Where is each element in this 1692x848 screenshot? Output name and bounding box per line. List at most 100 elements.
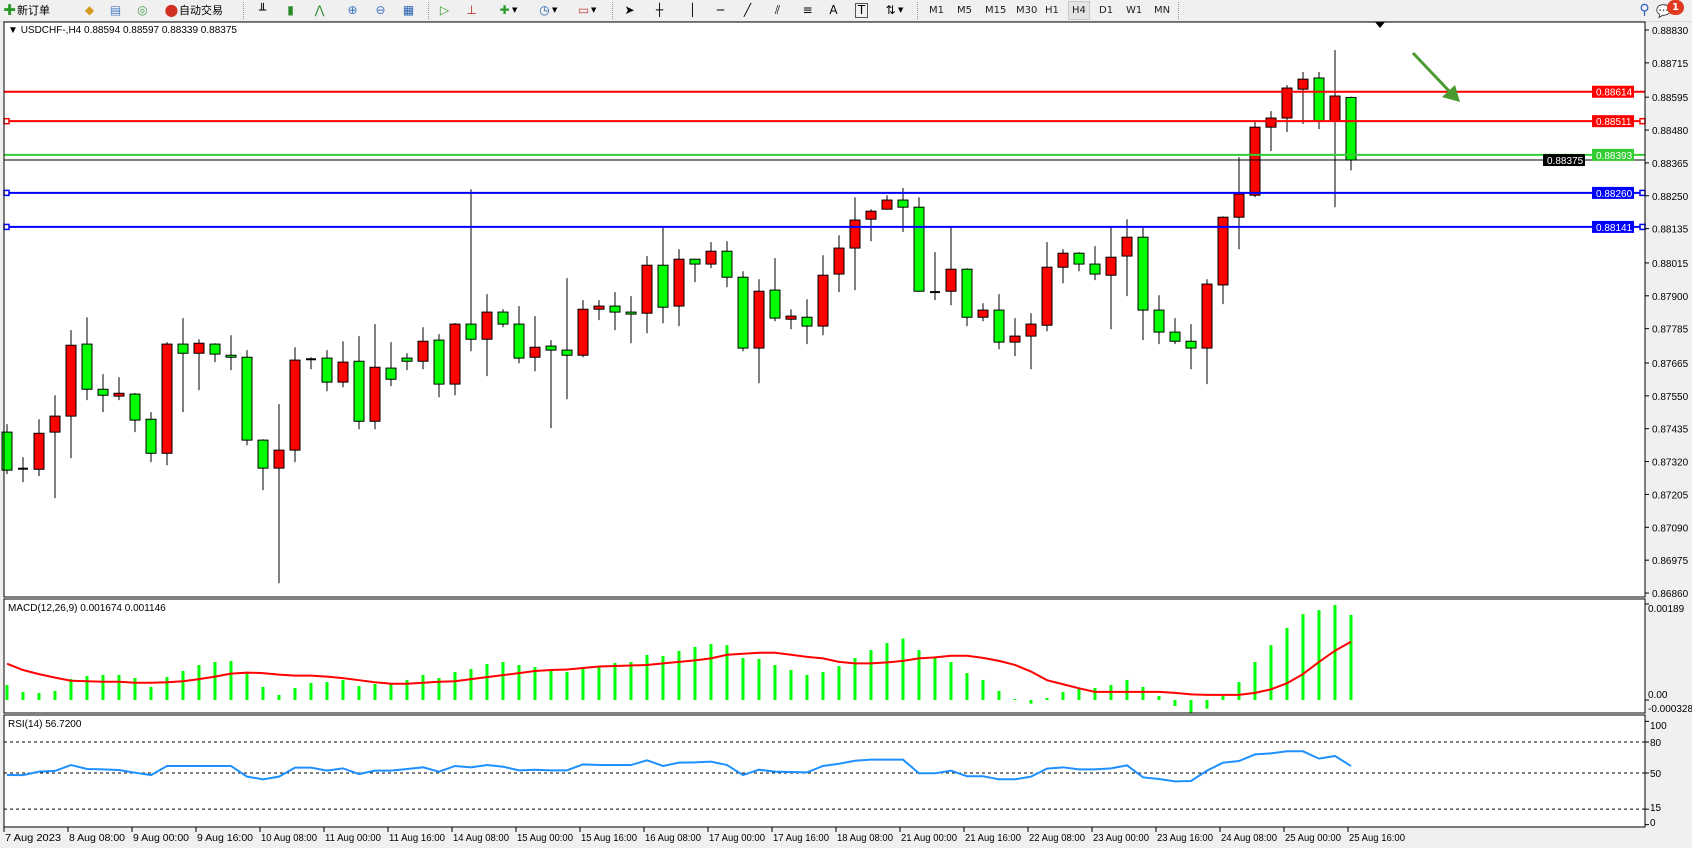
bar-chart-button[interactable]: ╨ — [255, 2, 270, 19]
time-tick-label: 21 Aug 16:00 — [965, 833, 1021, 844]
chart-shift-marker-icon[interactable] — [1375, 22, 1385, 28]
price-tick-label: 0.87665 — [1652, 359, 1689, 370]
templates-button[interactable]: ▭ ▼ — [576, 2, 597, 19]
cursor-button[interactable]: ➤ — [622, 2, 637, 19]
timeframe-d1[interactable]: D1 — [1099, 5, 1114, 16]
macd-histogram-bar — [389, 682, 393, 700]
line-chart-button[interactable]: ⋀ — [312, 2, 327, 19]
vertical-line-button[interactable]: │ — [685, 2, 700, 19]
terminal-button[interactable]: ▤ — [108, 2, 123, 19]
candle — [913, 197, 925, 292]
candle — [961, 268, 973, 327]
tile-windows-button[interactable]: ▦ — [401, 2, 416, 19]
line-handle[interactable] — [3, 189, 10, 197]
candle — [705, 242, 717, 269]
terminal-icon: ▤ — [109, 3, 122, 17]
periods-button[interactable]: ◷ ▼ — [537, 2, 557, 19]
macd-tick-label: 0.00 — [1648, 690, 1668, 701]
candle — [33, 419, 45, 477]
candle — [513, 306, 525, 364]
zoom-out-button[interactable]: ⊖ — [373, 2, 388, 19]
macd-histogram-bar — [85, 676, 89, 700]
candle-body — [289, 359, 301, 451]
candle — [1089, 246, 1101, 281]
timeframe-m1[interactable]: M1 — [929, 5, 944, 16]
fibonacci-button[interactable]: ≡ — [800, 2, 815, 19]
macd-histogram-bar — [293, 688, 297, 700]
macd-histogram-bar — [1189, 700, 1193, 713]
macd-histogram-bar — [453, 672, 457, 700]
candle-body — [1313, 77, 1325, 122]
trendline-button[interactable]: ╱ — [740, 2, 755, 19]
candle — [449, 322, 461, 396]
search-button[interactable]: ⚲ — [1637, 2, 1652, 19]
signals-button[interactable]: ◎ — [135, 2, 150, 19]
time-tick-label: 17 Aug 00:00 — [709, 833, 765, 844]
horizontal-line-price-label: 0.88511 — [1596, 117, 1632, 128]
line-handle[interactable] — [1639, 189, 1646, 197]
macd-histogram-bar — [117, 675, 121, 700]
macd-histogram-bar — [309, 682, 313, 700]
toolbar-separator — [428, 2, 430, 19]
candle — [833, 235, 845, 293]
arrow-annotation[interactable] — [1411, 51, 1460, 102]
horizontal-line-button[interactable]: ─ — [713, 2, 728, 19]
timeframe-m5[interactable]: M5 — [957, 5, 972, 16]
horizontal-line-price-label: 0.88393 — [1596, 151, 1633, 162]
candle-body — [337, 361, 349, 383]
macd-histogram-bar — [1125, 679, 1129, 700]
horizontal-line-price-label: 0.88614 — [1596, 88, 1633, 99]
candle-body — [1265, 117, 1277, 128]
trendline-icon: ╱ — [743, 3, 752, 17]
candlestick-button[interactable]: ▮ — [283, 2, 298, 19]
new-order-button[interactable]: ✚ 新订单 — [2, 2, 50, 19]
text-label-button[interactable]: T — [855, 2, 868, 19]
price-tick-label: 0.87090 — [1652, 523, 1689, 534]
history-button[interactable]: ◆ — [82, 2, 97, 19]
line-handle[interactable] — [1639, 223, 1646, 231]
equidistant-channel-button[interactable]: ⫽ — [770, 2, 785, 19]
timeframe-m30[interactable]: M30 — [1016, 5, 1038, 16]
text-button[interactable]: A — [826, 2, 841, 19]
candle — [737, 271, 749, 352]
candle-body — [129, 393, 141, 421]
timeframe-h4[interactable]: H4 — [1068, 1, 1090, 20]
candle — [769, 258, 781, 322]
timeframe-mn[interactable]: MN — [1154, 5, 1171, 16]
macd-histogram-bar — [693, 647, 697, 700]
macd-histogram-bar — [133, 678, 137, 700]
arrows-button[interactable]: ⇅ ▼ — [883, 2, 903, 19]
candle — [1201, 279, 1213, 385]
line-handle[interactable] — [3, 117, 10, 125]
crosshair-button[interactable]: ┼ — [652, 2, 667, 19]
macd-histogram-bar — [357, 685, 361, 700]
toolbar-separator — [1178, 2, 1180, 19]
candle-body — [1073, 252, 1085, 265]
timeframe-m15[interactable]: M15 — [985, 5, 1007, 16]
timeframe-h1[interactable]: H1 — [1045, 5, 1059, 16]
chart-shift-button[interactable]: ⊥ — [464, 2, 479, 19]
horizontal-line[interactable] — [3, 189, 1646, 197]
line-handle[interactable] — [1639, 117, 1646, 125]
zoom-in-button[interactable]: ⊕ — [345, 2, 360, 19]
candle-body — [689, 258, 701, 265]
candle-body — [1169, 331, 1181, 342]
candle — [689, 258, 701, 283]
rsi-tick-label: 15 — [1650, 803, 1662, 814]
auto-scroll-button[interactable]: ▷ — [437, 2, 452, 19]
candle — [465, 189, 477, 352]
timeframe-w1[interactable]: W1 — [1126, 5, 1143, 16]
candle — [849, 197, 861, 291]
macd-pane-frame — [3, 598, 1646, 714]
macd-histogram-bar — [405, 679, 409, 700]
candle-body — [385, 367, 397, 380]
collapse-triangle-icon[interactable]: ▼ — [8, 25, 21, 36]
line-handle[interactable] — [3, 223, 10, 231]
search-icon: ⚲ — [1639, 2, 1650, 18]
auto-trading-button[interactable]: ⬤ 自动交易 — [164, 2, 223, 19]
candle — [641, 256, 653, 334]
price-tick-label: 0.88015 — [1652, 259, 1689, 270]
candle — [481, 294, 493, 377]
indicators-button[interactable]: ✚ ▼ — [497, 2, 517, 19]
